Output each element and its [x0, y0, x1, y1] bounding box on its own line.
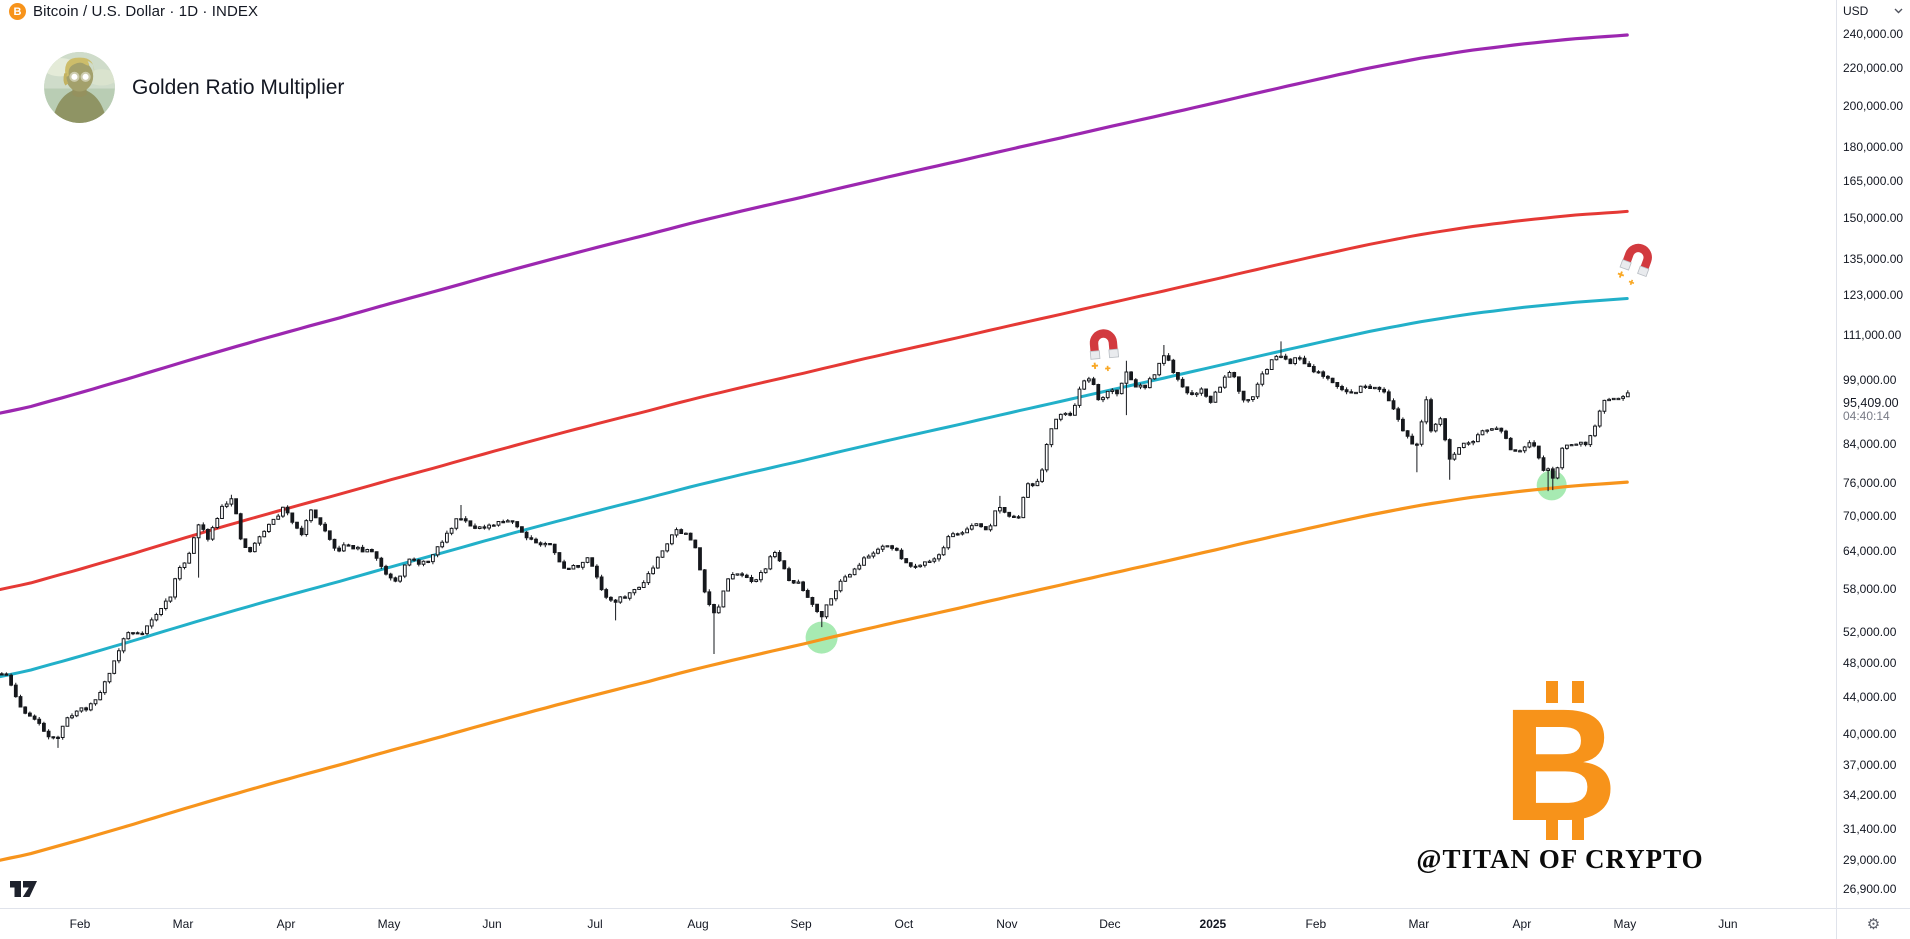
price-tick-label: 34,200.00	[1843, 788, 1897, 803]
symbol-legend[interactable]: B Bitcoin / U.S. Dollar · 1D · INDEX	[9, 3, 258, 20]
indicator-line-350dma-x3.14	[0, 33, 1629, 415]
time-tick-label: Feb	[69, 917, 91, 931]
price-tick-label: 48,000.00	[1843, 655, 1897, 670]
price-tick-label: 135,000.00	[1843, 252, 1904, 266]
magnet-icon	[1616, 244, 1655, 289]
time-tick-label: Nov	[996, 917, 1018, 931]
indicator-legend[interactable]: Golden Ratio Multiplier	[44, 52, 344, 123]
time-tick-label: Feb	[1305, 917, 1327, 931]
time-tick-label: Sep	[790, 917, 812, 931]
golden-ratio-lines	[0, 33, 1629, 862]
tradingview-logo[interactable]	[9, 876, 39, 900]
time-axis[interactable]: Feb Mar Apr May Jun Jul Aug Sep Oct Nov Dec 2025 Feb…	[0, 908, 1836, 939]
indicator-author-avatar	[44, 52, 115, 123]
time-tick-label: Oct	[894, 917, 914, 931]
chevron-down-icon	[1894, 8, 1903, 14]
indicator-line-350dma	[0, 480, 1629, 862]
axis-settings-button[interactable]: ⚙	[1837, 908, 1910, 939]
price-tick-label: 200,000.00	[1843, 98, 1904, 113]
price-tick-label: 220,000.00	[1843, 61, 1904, 76]
up-candles	[60, 355, 1630, 738]
indicator-name: Golden Ratio Multiplier	[132, 75, 345, 99]
price-tick-label: 240,000.00	[1843, 27, 1904, 42]
support-touch-marker	[805, 621, 838, 654]
price-tick-label: 31,400.00	[1843, 821, 1897, 836]
price-tick-label: 111,000.00	[1843, 328, 1902, 343]
price-tick-label: 150,000.00	[1843, 210, 1904, 225]
candles	[0, 341, 1630, 748]
price-tick-label: 76,000.00	[1843, 476, 1897, 491]
time-tick-label: Dec	[1099, 917, 1121, 931]
gear-icon: ⚙	[1866, 915, 1881, 933]
bitcoin-icon-letter: B	[13, 5, 22, 18]
down-candles	[0, 355, 1588, 739]
price-tick-label: 84,000.00	[1843, 437, 1897, 452]
chart-plot-area[interactable]: B Bitcoin / U.S. Dollar · 1D · INDEX	[0, 0, 1836, 908]
price-tick-label: 70,000.00	[1843, 508, 1897, 523]
time-tick-label: Apr	[1512, 917, 1532, 931]
magnet-markers	[1089, 244, 1655, 373]
time-tick-label: Mar	[172, 917, 194, 931]
price-tick-label: 26,900.00	[1843, 882, 1897, 896]
price-tick-label: 52,000.00	[1843, 624, 1897, 639]
bitcoin-icon: B	[9, 3, 26, 20]
price-chart-canvas[interactable]	[0, 0, 1836, 908]
price-tick-label: 64,000.00	[1843, 543, 1897, 558]
time-tick-label: Mar	[1408, 917, 1430, 931]
price-tick-label: 123,000.00	[1843, 288, 1904, 303]
price-tick-label: 58,000.00	[1843, 581, 1897, 596]
time-tick-label: 2025	[1199, 917, 1227, 931]
time-tick-label: May	[1613, 917, 1637, 931]
price-tick-label: 29,000.00	[1843, 852, 1897, 867]
price-tick-label: 37,000.00	[1843, 757, 1897, 772]
time-tick-label: Jun	[482, 917, 502, 931]
currency-selector[interactable]: USD	[1837, 0, 1910, 22]
price-tick-label: 180,000.00	[1843, 139, 1904, 154]
time-tick-label: Aug	[687, 917, 709, 931]
indicator-line-350dma-x1.6	[0, 297, 1629, 679]
support-touch-markers	[805, 470, 1567, 654]
bar-countdown: 04:40:14	[1843, 408, 1890, 423]
price-axis[interactable]: USD 240,000.00 220,000.00 200,000.00 180,00…	[1836, 0, 1910, 939]
currency-label: USD	[1843, 4, 1869, 18]
symbol-title: Bitcoin / U.S. Dollar · 1D · INDEX	[33, 3, 259, 20]
time-tick-label: Apr	[276, 917, 296, 931]
last-price-label: 95,409.00 04:40:14	[1837, 394, 1910, 425]
last-price-value: 95,409.00	[1843, 395, 1899, 410]
magnet-icon	[1089, 332, 1120, 372]
time-tick-label: May	[377, 917, 401, 931]
price-tick-label: 40,000.00	[1843, 727, 1897, 741]
price-tick-label: 99,000.00	[1843, 373, 1897, 388]
time-tick-label: Jun	[1718, 917, 1738, 931]
price-tick-label: 165,000.00	[1843, 173, 1904, 188]
indicator-line-350dma-x2	[0, 209, 1629, 591]
price-tick-label: 44,000.00	[1843, 689, 1897, 704]
time-tick-label: Jul	[587, 917, 603, 931]
